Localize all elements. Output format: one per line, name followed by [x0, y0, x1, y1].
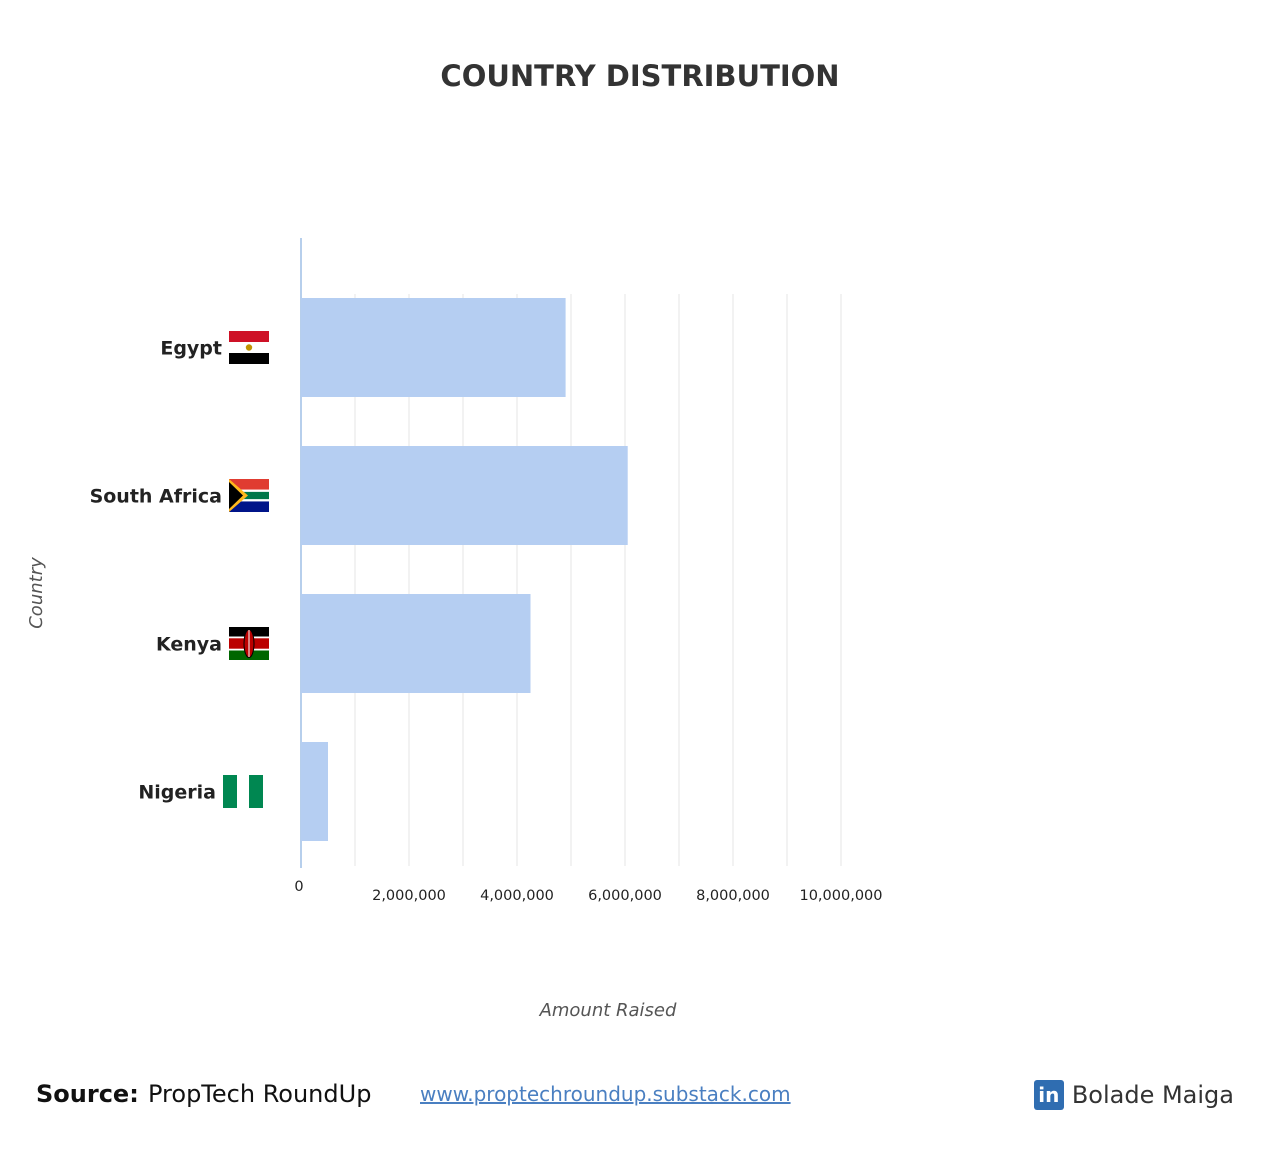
bar-nigeria — [301, 742, 328, 841]
source-label: Source: — [36, 1080, 139, 1108]
south-africa-flag-icon — [229, 479, 269, 512]
bar-south-africa — [301, 446, 628, 545]
kenya-flag-icon — [229, 627, 269, 660]
category-label: Kenya — [156, 634, 222, 656]
x-tick-label: 0 — [294, 879, 303, 895]
chart-title: COUNTRY DISTRIBUTION — [440, 59, 839, 93]
chart: COUNTRY DISTRIBUTION Egypt South Africa Ke… — [26, 59, 883, 1021]
x-tick-label: 8,000,000 — [696, 888, 770, 904]
author[interactable]: in Bolade Maiga — [1033, 1080, 1234, 1110]
bar-egypt — [301, 298, 566, 397]
nigeria-flag-icon — [223, 775, 263, 808]
category-label: Egypt — [160, 338, 222, 360]
bar-kenya — [301, 594, 531, 693]
category-label: Nigeria — [138, 782, 216, 804]
source-link[interactable]: www.proptechroundup.substack.com — [420, 1082, 791, 1106]
author-name: Bolade Maiga — [1071, 1081, 1234, 1109]
egypt-flag-icon — [229, 331, 269, 364]
footer: Source: PropTech RoundUp www.proptechrou… — [0, 1072, 1280, 1122]
category-label: South Africa — [90, 486, 222, 508]
x-tick-label: 6,000,000 — [588, 888, 662, 904]
x-tick-labels: 0 2,000,000 4,000,000 6,000,000 8,000,000 10,… — [294, 879, 882, 904]
bars — [301, 298, 628, 841]
linkedin-icon: in — [1033, 1080, 1064, 1110]
x-tick-label: 4,000,000 — [480, 888, 554, 904]
x-axis-title: Amount Raised — [539, 1000, 677, 1021]
x-tick-label: 10,000,000 — [799, 888, 882, 904]
x-tick-label: 2,000,000 — [372, 888, 446, 904]
source-name: PropTech RoundUp — [148, 1080, 372, 1108]
category-labels: Egypt South Africa Kenya Nigeria — [90, 331, 269, 808]
y-axis-title: Country — [26, 557, 47, 629]
